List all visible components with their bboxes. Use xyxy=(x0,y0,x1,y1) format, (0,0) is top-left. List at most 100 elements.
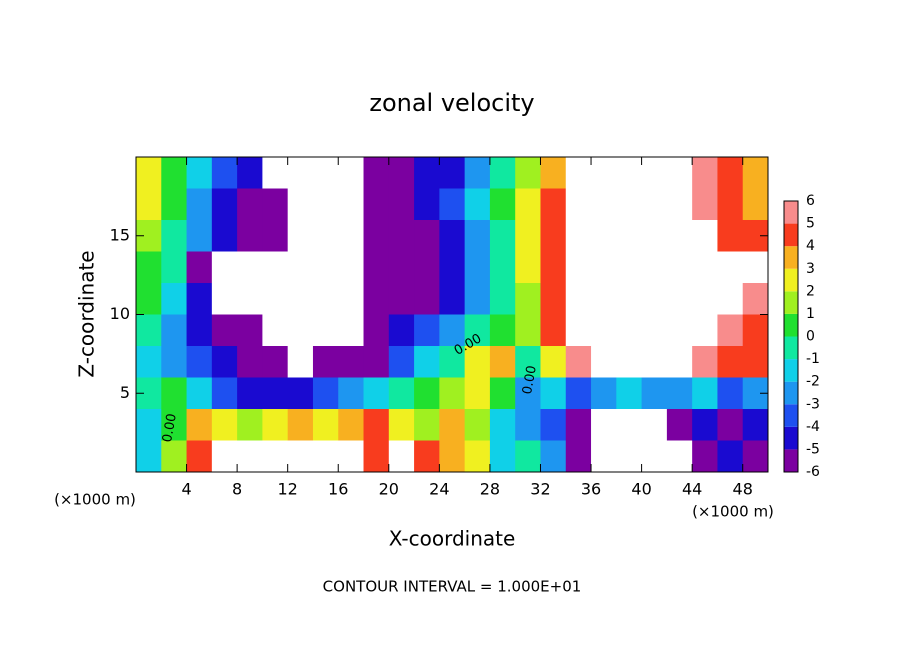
cell xyxy=(211,283,238,315)
cell xyxy=(540,188,567,221)
cell xyxy=(287,188,314,221)
cell xyxy=(666,283,693,315)
cell xyxy=(161,409,188,441)
cell xyxy=(161,314,188,347)
cell xyxy=(692,377,718,410)
cell xyxy=(515,188,541,221)
cell xyxy=(414,377,440,410)
cell xyxy=(439,251,466,284)
cell xyxy=(338,251,365,284)
cell xyxy=(666,251,693,284)
cell xyxy=(136,346,162,378)
cell xyxy=(464,157,491,189)
cell xyxy=(540,440,567,473)
cell xyxy=(363,188,390,221)
x-tick-label: 40 xyxy=(631,480,651,499)
colorbar-swatch xyxy=(784,359,798,382)
cell xyxy=(136,440,162,473)
footnote: CONTOUR INTERVAL = 1.000E+01 xyxy=(323,578,582,596)
cell xyxy=(136,188,162,221)
cell xyxy=(515,251,541,284)
cell xyxy=(237,188,263,221)
cell xyxy=(388,251,415,284)
cell xyxy=(287,440,314,473)
cell xyxy=(616,377,643,410)
cell xyxy=(666,377,693,410)
cell xyxy=(565,346,592,378)
cell xyxy=(237,346,263,378)
x-tick-label: 44 xyxy=(682,480,702,499)
colorbar-swatch xyxy=(784,313,798,337)
cell xyxy=(388,346,415,378)
cell xyxy=(186,283,213,315)
cell xyxy=(565,251,592,284)
cell xyxy=(312,346,339,378)
cell xyxy=(388,314,415,347)
cell xyxy=(414,157,440,189)
cell xyxy=(363,220,390,252)
cell xyxy=(717,157,744,189)
cell xyxy=(338,220,365,252)
cell xyxy=(565,220,592,252)
cell xyxy=(540,157,567,189)
cell xyxy=(515,157,541,189)
x-tick-label: 36 xyxy=(581,480,601,499)
cell xyxy=(489,157,516,189)
cell xyxy=(414,409,440,441)
y-tick-label: 5 xyxy=(120,383,130,402)
cell xyxy=(388,377,415,410)
cell xyxy=(489,440,516,473)
cell xyxy=(312,314,339,347)
cell xyxy=(363,157,390,189)
colorbar-label: 6 xyxy=(806,193,815,209)
cell xyxy=(489,188,516,221)
cell xyxy=(388,157,415,189)
cell xyxy=(591,346,617,378)
cell xyxy=(363,251,390,284)
cell xyxy=(666,220,693,252)
cell xyxy=(565,188,592,221)
cell xyxy=(515,220,541,252)
cell xyxy=(363,346,390,378)
colorbar-label: 2 xyxy=(806,283,815,299)
colorbar-label: -4 xyxy=(806,419,820,435)
cell xyxy=(666,314,693,347)
cell xyxy=(641,377,668,410)
colorbar-label: -6 xyxy=(806,464,820,480)
cell xyxy=(186,314,213,347)
cell xyxy=(489,409,516,441)
cell xyxy=(262,440,289,473)
cell xyxy=(338,188,365,221)
cell xyxy=(363,440,390,473)
chart-title: zonal velocity xyxy=(369,89,534,117)
cell xyxy=(540,251,567,284)
cell xyxy=(641,440,668,473)
cell xyxy=(591,377,617,410)
cell xyxy=(262,188,289,221)
cell xyxy=(439,314,466,347)
colorbar-swatch xyxy=(784,426,798,450)
y-axis-label: Z-coordinate xyxy=(75,250,99,377)
x-tick-label: 24 xyxy=(429,480,449,499)
overlay: 4 8 12 16 20 24 28 32 36 40 44 48510150.000.000.00-… xyxy=(110,156,820,499)
cell xyxy=(616,283,643,315)
x-unit-label: (×1000 m) xyxy=(692,503,774,521)
cell xyxy=(237,157,263,189)
cell xyxy=(388,220,415,252)
cell xyxy=(565,377,592,410)
cell xyxy=(312,377,339,410)
cell xyxy=(489,283,516,315)
cell xyxy=(565,157,592,189)
cell xyxy=(161,283,188,315)
cell xyxy=(591,251,617,284)
cell xyxy=(439,377,466,410)
cell xyxy=(287,314,314,347)
cell xyxy=(489,251,516,284)
cell xyxy=(262,283,289,315)
y-tick-label: 15 xyxy=(110,225,130,244)
cell xyxy=(338,440,365,473)
cell xyxy=(489,377,516,410)
cell xyxy=(717,440,744,473)
cell xyxy=(666,188,693,221)
x-tick-label: 48 xyxy=(733,480,753,499)
